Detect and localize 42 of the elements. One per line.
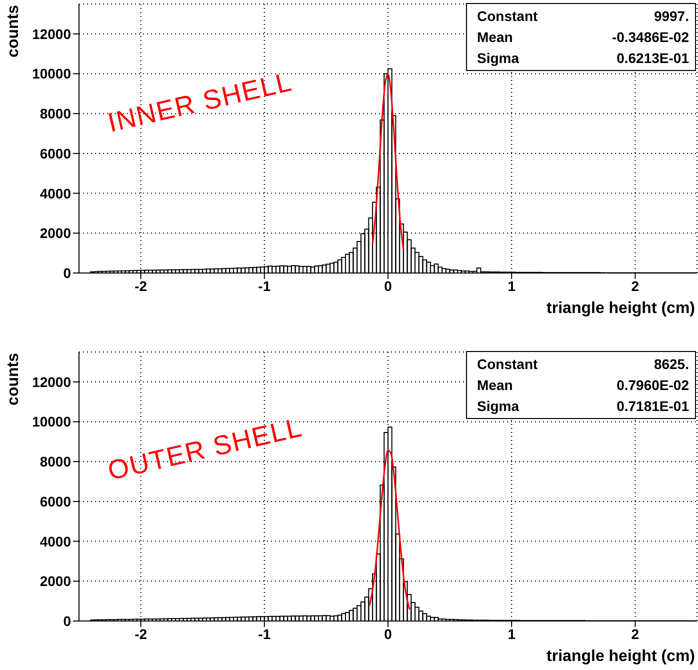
annotation: Mean (477, 28, 513, 47)
y-tick-label: 4000 (40, 533, 72, 550)
y-tick-label: 4000 (40, 185, 72, 202)
x-tick-label: 0 (384, 278, 392, 294)
y-tick-label: 0 (63, 612, 72, 629)
x-tick-label: -1 (258, 278, 271, 294)
y-axis-title: counts (5, 4, 22, 58)
annotation: 0.6213E-01 (616, 49, 689, 68)
annotation: Mean (477, 376, 513, 395)
y-tick-label: 0 (63, 264, 72, 281)
x-tick-label: -2 (134, 626, 148, 642)
y-axis-title: counts (5, 352, 22, 406)
x-tick-label: -2 (134, 278, 148, 294)
y-tick-label: 2000 (40, 225, 72, 242)
x-tick-label: 2 (631, 278, 640, 294)
y-tick-label: 12000 (32, 26, 72, 42)
annotation: 9997. (654, 7, 689, 26)
annotation: 0.7960E-02 (616, 376, 689, 395)
annotation: Sigma (477, 49, 520, 68)
annotation: 8625. (654, 355, 689, 374)
y-tick-label: 12000 (32, 374, 72, 390)
y-tick-label: 10000 (32, 66, 72, 82)
x-axis-title: triangle height (cm) (546, 300, 695, 317)
x-tick-label: 1 (508, 278, 516, 294)
y-tick-label: 6000 (40, 145, 72, 162)
annotation: OUTER SHELL (105, 412, 306, 487)
x-tick-label: 1 (508, 626, 516, 642)
x-tick-label: 0 (384, 626, 392, 642)
y-tick-label: 2000 (40, 573, 72, 590)
annotation: 0.7181E-01 (616, 397, 689, 416)
annotation: Sigma (477, 397, 520, 416)
y-tick-label: 8000 (40, 106, 72, 122)
y-tick-label: 10000 (32, 414, 72, 430)
x-tick-label: 2 (631, 626, 640, 642)
annotation: Constant (477, 355, 538, 374)
x-tick-label: -1 (258, 626, 271, 642)
annotation: Constant (477, 7, 538, 26)
annotation: -0.3486E-02 (612, 28, 689, 47)
y-tick-label: 8000 (40, 454, 72, 470)
annotation: INNER SHELL (105, 66, 296, 139)
y-tick-label: 6000 (40, 493, 72, 510)
x-axis-title: triangle height (cm) (546, 648, 695, 665)
